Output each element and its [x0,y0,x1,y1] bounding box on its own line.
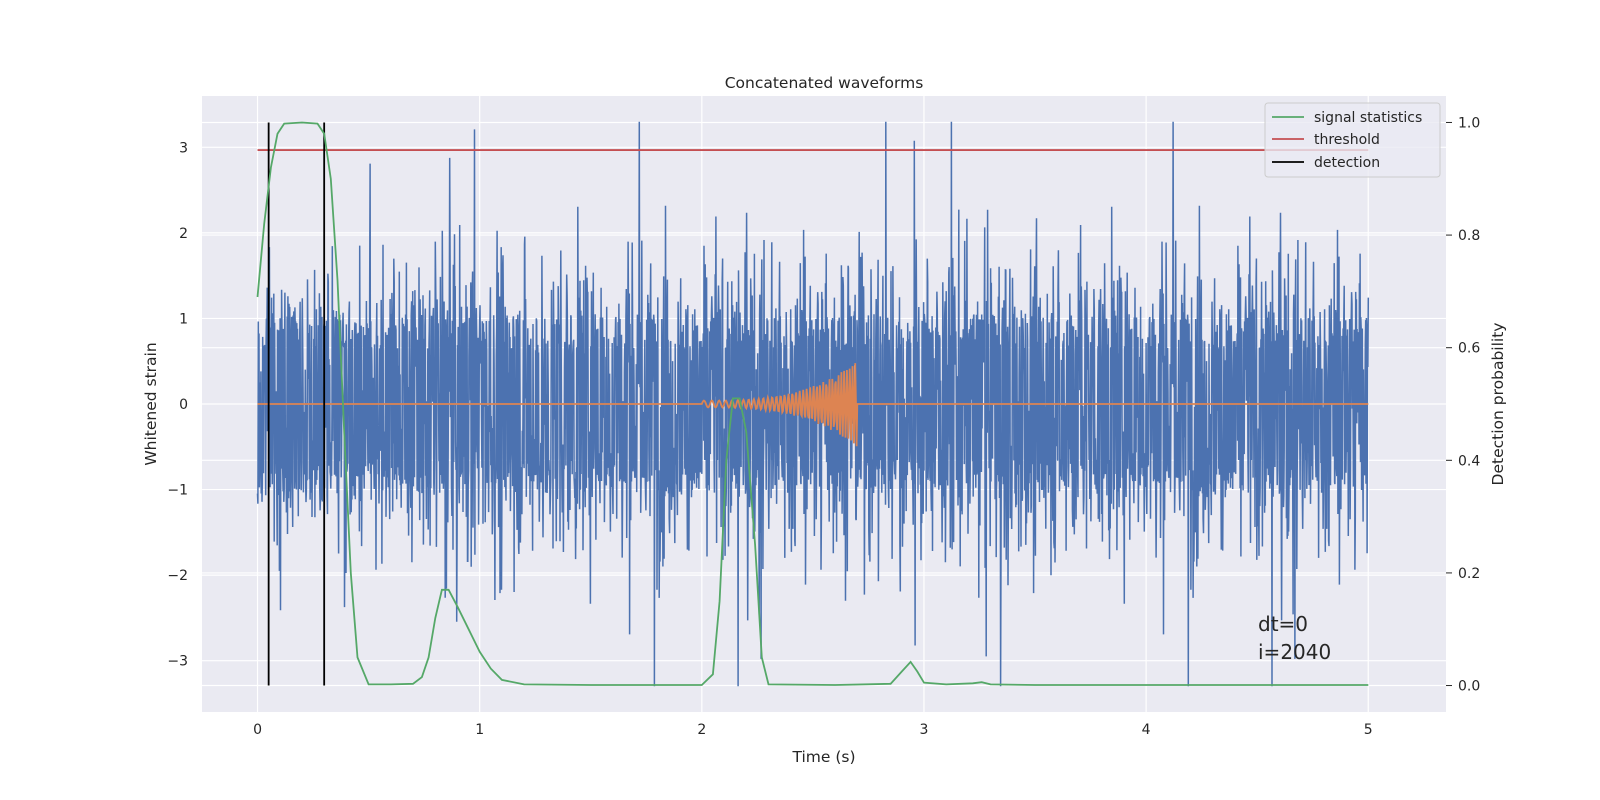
series-signal-statistics [256,121,1369,686]
y-left-tick-label: 3 [179,140,188,156]
y-right-axis-label: Detection probability [1489,323,1507,486]
y-left-tick-label: 0 [179,397,188,413]
y-right-axis-ticks: 1.0 0.8 0.6 0.4 0.2 0.0 [1446,115,1480,695]
legend-box [1264,102,1441,178]
y-right-tick-label: 0.8 [1458,228,1480,244]
x-tick-label: 5 [1364,722,1373,738]
y-left-tick-label: −2 [167,568,188,584]
legend: signal statistics threshold detection [1264,102,1441,178]
y-right-tick-label: 0.6 [1458,341,1480,357]
y-right-tick-label: 0.0 [1458,679,1480,695]
y-left-tick-label: 1 [179,311,188,327]
y-right-tick-label: 1.0 [1458,115,1480,131]
y-right-tick-label: 0.4 [1458,453,1480,469]
legend-label-threshold: threshold [1314,132,1380,148]
x-tick-label: 0 [253,722,262,738]
series-injected-chirp [257,363,1369,447]
legend-label-detection: detection [1314,155,1380,171]
y-right-tick-label: 0.2 [1458,566,1480,582]
x-axis-label: Time (s) [791,748,855,766]
series-whitened-strain-noise [256,121,1370,687]
annotation-index: i=2040 [1258,640,1331,664]
y-left-axis-label: Whitened strain [142,342,160,465]
y-left-tick-label: −1 [167,483,188,499]
x-axis-ticks: 0 1 2 3 4 5 [253,722,1373,738]
y-left-tick-label: −3 [167,654,188,670]
x-tick-label: 3 [920,722,929,738]
y-left-tick-label: 2 [179,226,188,242]
legend-label-signal-statistics: signal statistics [1314,110,1422,126]
y-left-axis-ticks: 3 2 1 0 −1 −2 −3 [167,140,188,669]
series-detection [267,122,326,686]
x-tick-label: 4 [1142,722,1151,738]
x-tick-label: 1 [475,722,484,738]
annotation-dt: dt=0 [1258,612,1308,636]
x-tick-label: 2 [697,722,706,738]
chart-title: Concatenated waveforms [725,74,924,92]
series-layer [256,121,1370,687]
